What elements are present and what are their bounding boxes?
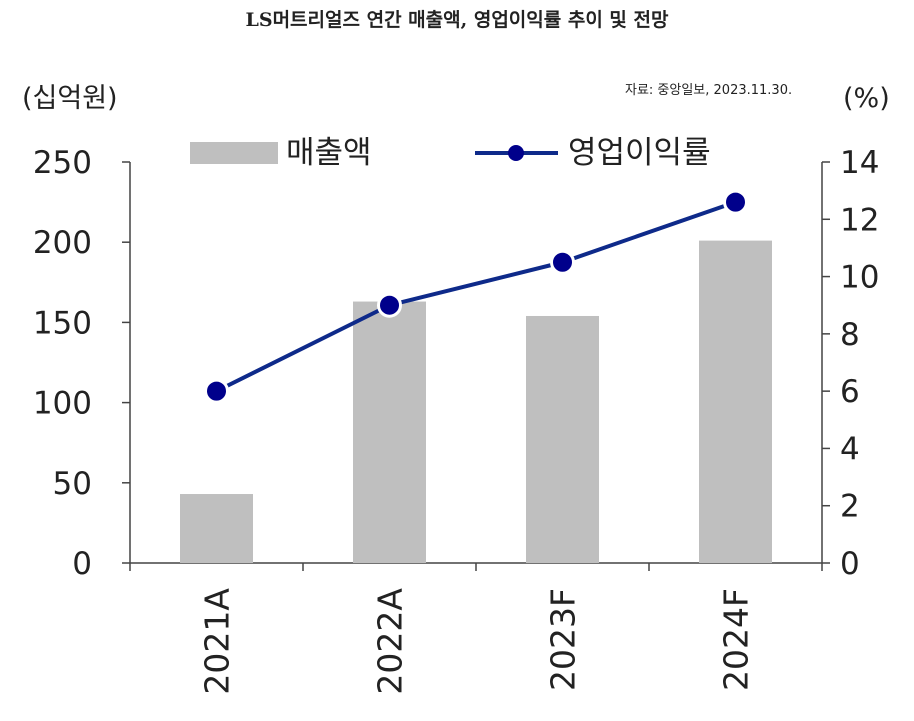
- legend-line-marker: [508, 145, 524, 161]
- x-tick-label: 2022A: [371, 588, 410, 695]
- legend-bar-label: 매출액: [286, 135, 372, 171]
- bar-2021A: [180, 494, 253, 563]
- x-tick-label: 2023F: [544, 588, 583, 691]
- left-tick-label: 250: [33, 145, 92, 181]
- legend: 매출액 영업이익률: [190, 135, 711, 171]
- line-point-2022A: [377, 292, 402, 318]
- right-tick-label: 14: [840, 145, 879, 181]
- line-point-2023F: [550, 249, 575, 275]
- line-path: [215, 200, 737, 393]
- right-tick-label: 0: [840, 546, 860, 582]
- bar-2022A: [353, 301, 426, 563]
- left-tick-label: 150: [33, 305, 92, 341]
- legend-bar-swatch: [190, 142, 278, 164]
- right-tick-label: 6: [840, 374, 860, 410]
- line-series: [204, 189, 748, 404]
- x-tick-label: 2021A: [198, 588, 237, 695]
- left-tick-label: 100: [33, 386, 92, 422]
- left-tick-label: 50: [53, 466, 92, 502]
- right-tick-label: 8: [840, 317, 860, 353]
- x-axis-labels: 2021A 2022A 2023F 2024F: [198, 588, 756, 695]
- right-tick-label: 10: [840, 260, 879, 296]
- chart-title: LS머트리얼즈 연간 매출액, 영업이익률 추이 및 전망: [246, 9, 670, 31]
- right-axis-unit: (%): [843, 83, 890, 114]
- right-tick-label: 12: [840, 202, 879, 238]
- line-point-2024F: [723, 189, 748, 215]
- right-tick-label: 2: [840, 489, 860, 525]
- bar-2024F: [699, 240, 772, 563]
- left-tick-label: 200: [33, 225, 92, 261]
- legend-line-label: 영업이익률: [568, 135, 711, 171]
- source-note: 자료: 중앙일보, 2023.11.30.: [625, 83, 792, 98]
- left-tick-label: 0: [72, 546, 92, 582]
- x-tick-label: 2024F: [717, 588, 756, 691]
- left-axis-unit: (십억원): [22, 83, 118, 114]
- axes: 0 50 100 150 200 250 0 2 4 6 8 10 12 14: [33, 145, 880, 582]
- line-point-2021A: [204, 378, 229, 404]
- bar-2023F: [526, 315, 599, 563]
- bar-series: [180, 240, 772, 563]
- right-tick-label: 4: [840, 431, 860, 467]
